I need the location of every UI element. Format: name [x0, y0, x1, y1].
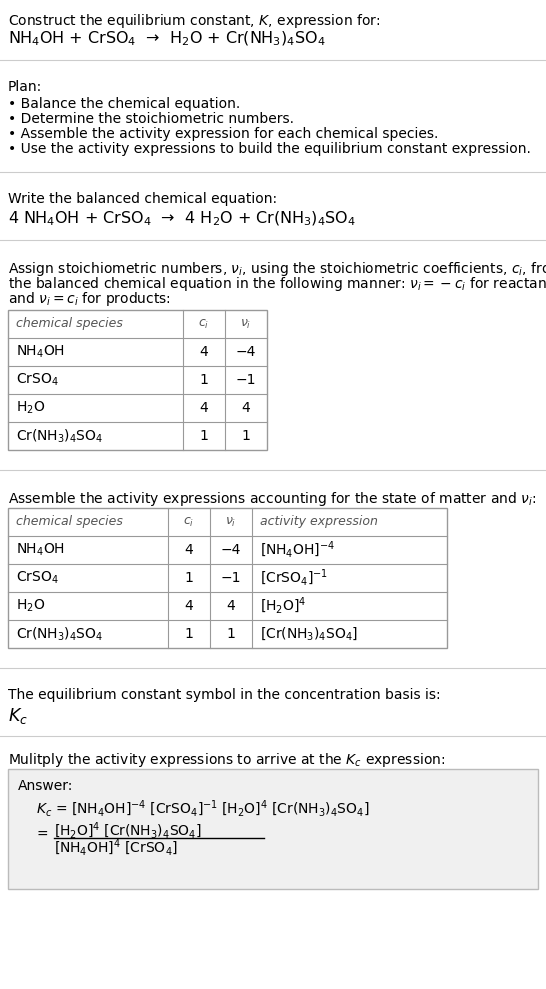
- Text: 1: 1: [185, 571, 193, 585]
- Text: =: =: [36, 828, 48, 842]
- Text: Cr(NH$_3$)$_4$SO$_4$: Cr(NH$_3$)$_4$SO$_4$: [16, 427, 103, 445]
- Text: and $\nu_i = c_i$ for products:: and $\nu_i = c_i$ for products:: [8, 290, 171, 308]
- Text: [NH$_4$OH]$^4$ [CrSO$_4$]: [NH$_4$OH]$^4$ [CrSO$_4$]: [54, 838, 178, 858]
- Text: Assign stoichiometric numbers, $\nu_i$, using the stoichiometric coefficients, $: Assign stoichiometric numbers, $\nu_i$, …: [8, 260, 546, 278]
- Text: 1: 1: [199, 373, 209, 387]
- Text: 4 NH$_4$OH + CrSO$_4$  →  4 H$_2$O + Cr(NH$_3$)$_4$SO$_4$: 4 NH$_4$OH + CrSO$_4$ → 4 H$_2$O + Cr(NH…: [8, 210, 356, 228]
- Text: Plan:: Plan:: [8, 80, 42, 94]
- Text: Mulitply the activity expressions to arrive at the $K_c$ expression:: Mulitply the activity expressions to arr…: [8, 751, 446, 769]
- Text: Construct the equilibrium constant, $K$, expression for:: Construct the equilibrium constant, $K$,…: [8, 12, 381, 30]
- Text: [Cr(NH$_3$)$_4$SO$_4$]: [Cr(NH$_3$)$_4$SO$_4$]: [260, 626, 358, 643]
- Text: −1: −1: [236, 373, 256, 387]
- Text: $K_c$: $K_c$: [8, 706, 28, 726]
- Text: 1: 1: [227, 627, 235, 641]
- Text: CrSO$_4$: CrSO$_4$: [16, 570, 59, 586]
- Text: 1: 1: [199, 429, 209, 443]
- Text: the balanced chemical equation in the following manner: $\nu_i = -c_i$ for react: the balanced chemical equation in the fo…: [8, 275, 546, 293]
- Text: $K_c$ = [NH$_4$OH]$^{-4}$ [CrSO$_4$]$^{-1}$ [H$_2$O]$^4$ [Cr(NH$_3$)$_4$SO$_4$]: $K_c$ = [NH$_4$OH]$^{-4}$ [CrSO$_4$]$^{-…: [36, 799, 370, 820]
- Text: 4: 4: [200, 401, 209, 415]
- Bar: [8, 769, 538, 889]
- Text: 4: 4: [242, 401, 251, 415]
- Text: −4: −4: [236, 345, 256, 359]
- Text: 1: 1: [241, 429, 251, 443]
- Text: chemical species: chemical species: [16, 515, 123, 528]
- Text: • Use the activity expressions to build the equilibrium constant expression.: • Use the activity expressions to build …: [8, 142, 531, 156]
- Bar: [8, 310, 267, 450]
- Text: [H$_2$O]$^4$ [Cr(NH$_3$)$_4$SO$_4$]: [H$_2$O]$^4$ [Cr(NH$_3$)$_4$SO$_4$]: [54, 821, 202, 842]
- Text: [H$_2$O]$^4$: [H$_2$O]$^4$: [260, 595, 306, 616]
- Text: 1: 1: [185, 627, 193, 641]
- Text: 4: 4: [185, 599, 193, 613]
- Text: • Balance the chemical equation.: • Balance the chemical equation.: [8, 97, 240, 111]
- Text: NH$_4$OH: NH$_4$OH: [16, 344, 65, 360]
- Text: 4: 4: [185, 543, 193, 557]
- Text: Assemble the activity expressions accounting for the state of matter and $\nu_i$: Assemble the activity expressions accoun…: [8, 490, 536, 508]
- Bar: [8, 508, 447, 648]
- Text: The equilibrium constant symbol in the concentration basis is:: The equilibrium constant symbol in the c…: [8, 688, 441, 702]
- Text: −1: −1: [221, 571, 241, 585]
- Text: • Determine the stoichiometric numbers.: • Determine the stoichiometric numbers.: [8, 112, 294, 126]
- Text: −4: −4: [221, 543, 241, 557]
- Text: $c_i$: $c_i$: [198, 317, 210, 330]
- Text: • Assemble the activity expression for each chemical species.: • Assemble the activity expression for e…: [8, 127, 438, 141]
- Text: CrSO$_4$: CrSO$_4$: [16, 372, 59, 389]
- Text: activity expression: activity expression: [260, 515, 378, 528]
- Text: Answer:: Answer:: [18, 779, 73, 793]
- Text: H$_2$O: H$_2$O: [16, 400, 45, 416]
- Text: Write the balanced chemical equation:: Write the balanced chemical equation:: [8, 192, 277, 206]
- Text: 4: 4: [200, 345, 209, 359]
- Text: Cr(NH$_3$)$_4$SO$_4$: Cr(NH$_3$)$_4$SO$_4$: [16, 625, 103, 643]
- Text: [NH$_4$OH]$^{-4}$: [NH$_4$OH]$^{-4}$: [260, 540, 335, 560]
- Text: NH$_4$OH: NH$_4$OH: [16, 542, 65, 558]
- Text: $c_i$: $c_i$: [183, 515, 194, 528]
- Text: chemical species: chemical species: [16, 317, 123, 330]
- Text: H$_2$O: H$_2$O: [16, 597, 45, 614]
- Text: [CrSO$_4$]$^{-1}$: [CrSO$_4$]$^{-1}$: [260, 568, 328, 588]
- Text: NH$_4$OH + CrSO$_4$  →  H$_2$O + Cr(NH$_3$)$_4$SO$_4$: NH$_4$OH + CrSO$_4$ → H$_2$O + Cr(NH$_3$…: [8, 30, 325, 48]
- Text: $\nu_i$: $\nu_i$: [240, 317, 252, 330]
- Text: $\nu_i$: $\nu_i$: [225, 515, 236, 528]
- Text: 4: 4: [227, 599, 235, 613]
